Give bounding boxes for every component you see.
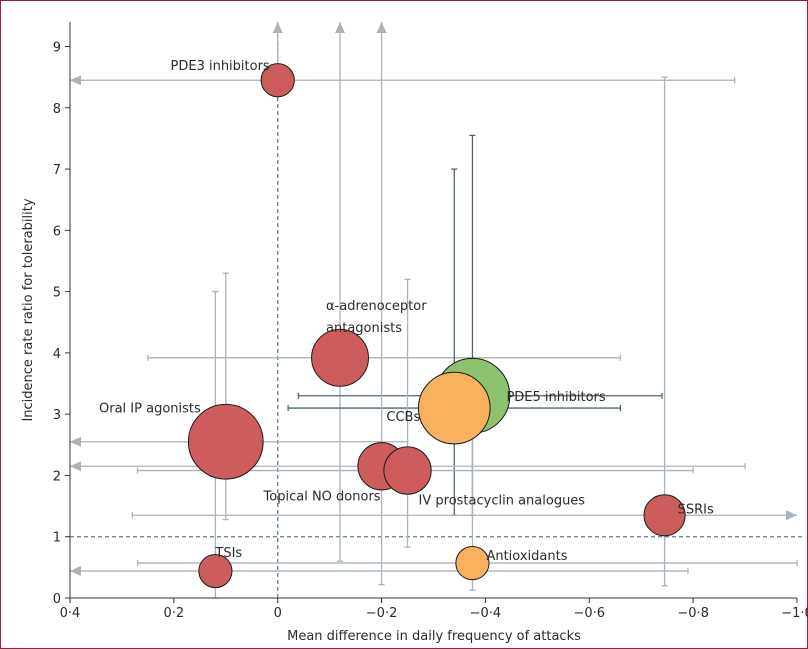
x-tick-label: −1·0 bbox=[781, 606, 808, 621]
bubble-oral-ip-agonists bbox=[187, 403, 264, 480]
y-tick-label: 3 bbox=[53, 408, 61, 423]
arrowhead-left bbox=[70, 566, 81, 577]
label-topical-no-donors: Topical NO donors bbox=[263, 489, 381, 504]
y-tick-label: 8 bbox=[53, 102, 61, 117]
y-tick-label: 9 bbox=[53, 41, 61, 56]
bubbles bbox=[187, 63, 686, 589]
arrowhead-left bbox=[70, 436, 81, 447]
label-antioxidants: Antioxidants bbox=[486, 549, 567, 564]
tick-labels: 0·4 0·2 0 −0·2 −0·4 −0·6 −0·8 −1·0 0 1 2 3 4 5 6 7 8 9 bbox=[53, 41, 808, 621]
label-pde3-inhibitors: PDE3 inhibitors bbox=[171, 59, 270, 74]
bubble-tsis bbox=[198, 553, 233, 589]
y-tick-label: 0 bbox=[53, 592, 61, 607]
axes bbox=[69, 22, 797, 599]
bubble--adrenoceptor-antagonists bbox=[311, 328, 369, 387]
x-tick-label: 0 bbox=[274, 606, 282, 621]
bubble-iv-prostacyclin-analogues bbox=[383, 446, 432, 495]
y-axis-label: Incidence rate ratio for tolerability bbox=[21, 198, 36, 421]
x-tick-label: −0·4 bbox=[470, 606, 502, 621]
arrowhead-right bbox=[786, 510, 797, 521]
label-iv-prostacyclin-analogues: IV prostacyclin analogues bbox=[419, 494, 586, 509]
bubble-antioxidants bbox=[455, 545, 490, 581]
y-tick-label: 5 bbox=[53, 286, 61, 301]
label--adrenoceptor-antagonists: α-adrenoceptor antagonists bbox=[326, 299, 427, 336]
arrowhead-up bbox=[376, 22, 387, 33]
x-axis-label: Mean difference in daily frequency of at… bbox=[287, 629, 581, 644]
bubble-pde3-inhibitors bbox=[260, 63, 295, 98]
y-tick-label: 6 bbox=[53, 224, 61, 239]
x-tick-label: −0·6 bbox=[573, 606, 605, 621]
y-tick-label: 4 bbox=[53, 347, 61, 362]
arrowhead-up bbox=[272, 22, 283, 33]
y-tick-label: 7 bbox=[53, 163, 61, 178]
arrowhead-up bbox=[335, 22, 346, 33]
bubble-ccbs bbox=[417, 371, 491, 445]
label-pde5-inhibitors: PDE5 inhibitors bbox=[506, 390, 605, 405]
y-tick-label: 2 bbox=[53, 469, 61, 484]
x-tick-label: 0·4 bbox=[60, 606, 81, 621]
x-tick-label: 0·2 bbox=[164, 606, 185, 621]
label-ssris: SSRIs bbox=[678, 502, 714, 517]
x-tick-label: −0·2 bbox=[366, 606, 398, 621]
bubble-ssris bbox=[643, 494, 686, 537]
arrowhead-left bbox=[70, 75, 81, 86]
point-labels: PDE3 inhibitors α-adrenoceptor antagonists… bbox=[99, 59, 714, 564]
arrowhead-left bbox=[70, 461, 81, 472]
x-tick-label: −0·8 bbox=[677, 606, 709, 621]
y-tick-label: 1 bbox=[53, 531, 61, 546]
reference-lines bbox=[70, 28, 805, 598]
label-oral-ip-agonists: Oral IP agonists bbox=[99, 402, 201, 417]
label-tsis: TSIs bbox=[214, 546, 242, 561]
label-ccbs: CCBs bbox=[386, 410, 420, 425]
